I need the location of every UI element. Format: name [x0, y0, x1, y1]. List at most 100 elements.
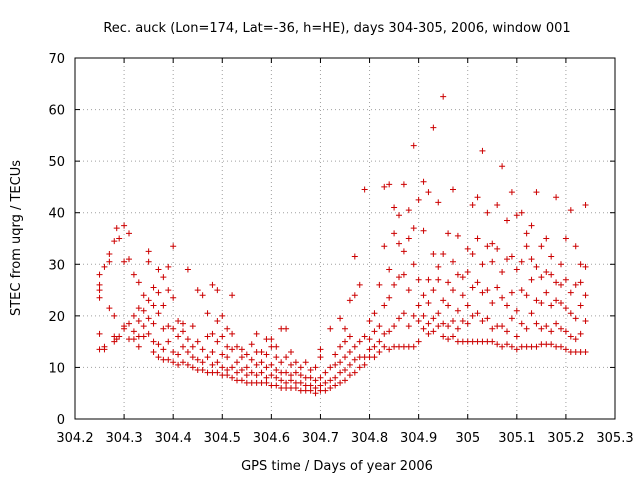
- data-point: [101, 263, 108, 270]
- data-point: [184, 361, 191, 368]
- data-point: [435, 276, 442, 283]
- data-point: [180, 328, 186, 335]
- data-point: [214, 359, 221, 366]
- data-point: [538, 274, 545, 281]
- data-point: [381, 302, 388, 309]
- data-point: [376, 338, 383, 345]
- data-point: [415, 338, 422, 345]
- data-point: [283, 325, 290, 332]
- data-point: [273, 382, 280, 389]
- data-point: [209, 348, 216, 355]
- data-point: [410, 343, 417, 350]
- data-point: [214, 338, 221, 345]
- data-point: [440, 333, 447, 340]
- data-point: [140, 307, 147, 314]
- data-point: [253, 372, 260, 379]
- data-point: [538, 243, 545, 250]
- data-point: [263, 364, 270, 371]
- data-point: [312, 385, 319, 392]
- y-tick-label: 0: [57, 413, 65, 428]
- data-point: [533, 189, 540, 196]
- data-point: [381, 343, 388, 350]
- data-point: [243, 364, 250, 371]
- data-point: [145, 330, 152, 337]
- data-point: [582, 348, 589, 355]
- data-point: [204, 333, 211, 340]
- data-point: [469, 250, 476, 257]
- data-point: [96, 330, 103, 337]
- data-point: [513, 266, 520, 273]
- data-point: [376, 323, 383, 330]
- x-tick-label: 304.6: [253, 431, 290, 446]
- data-point: [283, 369, 290, 376]
- data-point: [391, 230, 398, 237]
- data-point: [322, 369, 329, 376]
- data-point: [346, 372, 353, 379]
- data-point: [543, 289, 550, 296]
- data-point: [464, 302, 471, 309]
- data-point: [229, 330, 236, 337]
- data-point: [450, 287, 456, 294]
- data-point: [538, 299, 545, 306]
- data-point: [346, 297, 353, 304]
- data-point: [572, 336, 579, 343]
- data-point: [209, 330, 216, 337]
- data-point: [292, 385, 299, 392]
- data-point: [499, 323, 506, 330]
- data-point: [219, 351, 226, 358]
- data-point: [199, 367, 206, 374]
- data-point: [204, 354, 211, 361]
- x-axis-label: GPS time / Days of year 2006: [241, 459, 433, 474]
- data-point: [273, 343, 280, 350]
- data-point: [381, 183, 388, 190]
- data-point: [425, 330, 432, 337]
- data-point: [504, 217, 510, 224]
- data-point: [116, 235, 123, 242]
- data-point: [396, 240, 402, 247]
- data-point: [489, 299, 496, 306]
- data-point: [219, 312, 226, 319]
- data-point: [150, 284, 157, 291]
- data-point: [489, 240, 496, 247]
- data-point: [484, 243, 491, 250]
- data-point: [238, 354, 245, 361]
- data-point: [130, 312, 137, 319]
- data-point: [386, 328, 393, 335]
- data-point: [130, 271, 137, 278]
- data-point: [410, 261, 417, 268]
- data-point: [430, 124, 437, 131]
- data-point: [508, 343, 515, 350]
- data-point: [106, 305, 113, 312]
- data-point: [464, 245, 471, 252]
- data-point: [337, 315, 344, 322]
- data-point: [170, 348, 177, 355]
- data-point: [140, 323, 147, 330]
- data-point: [508, 189, 515, 196]
- data-point: [175, 333, 182, 340]
- data-point: [356, 364, 363, 371]
- data-point: [121, 222, 128, 229]
- y-tick-label: 10: [48, 361, 65, 376]
- data-point: [396, 212, 402, 219]
- data-point: [479, 318, 486, 325]
- data-point: [543, 269, 550, 276]
- data-point: [332, 351, 339, 358]
- data-point: [538, 325, 545, 332]
- data-point: [361, 333, 368, 340]
- data-point: [562, 346, 569, 353]
- data-point: [450, 333, 456, 340]
- data-point: [238, 377, 245, 384]
- data-point: [371, 354, 378, 361]
- data-point: [415, 196, 422, 203]
- data-point: [572, 315, 579, 322]
- data-point: [160, 325, 167, 332]
- data-point: [263, 379, 270, 386]
- data-point: [351, 369, 358, 376]
- data-point: [518, 209, 525, 216]
- data-point: [327, 325, 334, 332]
- data-point: [366, 318, 373, 325]
- data-point: [234, 369, 240, 376]
- data-point: [499, 343, 506, 350]
- data-point: [258, 348, 265, 355]
